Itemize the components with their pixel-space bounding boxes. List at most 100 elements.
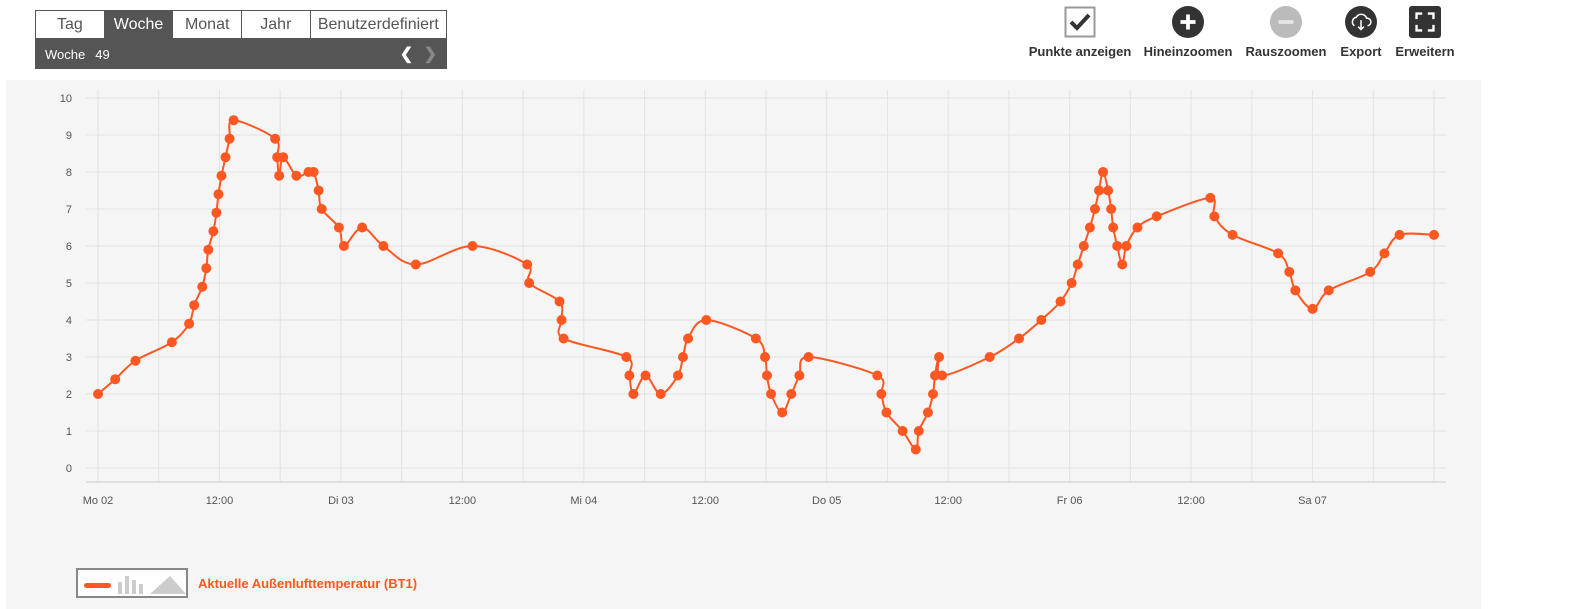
data-point <box>1394 229 1405 240</box>
data-point <box>224 133 235 144</box>
x-tick-label: Mo 02 <box>83 495 114 507</box>
data-point <box>166 337 177 348</box>
period-nav: ❮ ❯ <box>394 44 437 64</box>
data-point <box>1365 266 1376 277</box>
data-point <box>766 389 777 399</box>
y-tick-label: 0 <box>66 463 72 475</box>
data-point <box>655 389 666 399</box>
data-point <box>467 241 478 251</box>
data-point <box>338 241 349 251</box>
plus-circle-icon <box>1172 6 1204 38</box>
fullscreen-icon <box>1409 6 1441 38</box>
data-point <box>750 333 761 344</box>
zoom-in-button[interactable]: Hineinzoomen <box>1138 6 1238 59</box>
data-point <box>1429 229 1439 240</box>
data-point <box>313 185 324 196</box>
data-point <box>316 204 327 214</box>
expand-button[interactable]: Erweitern <box>1390 6 1460 59</box>
legend-series-label: Aktuelle Außenlufttemperatur (BT1) <box>198 575 418 591</box>
y-tick-label: 9 <box>66 130 72 142</box>
data-point <box>934 352 945 362</box>
tab-tag[interactable]: Tag <box>36 11 105 38</box>
data-point <box>881 407 892 418</box>
chart-legend: Aktuelle Außenlufttemperatur (BT1) <box>76 568 417 598</box>
data-point <box>1089 204 1100 214</box>
tab-benutzerdefiniert[interactable]: Benutzerdefiniert <box>317 15 439 33</box>
data-point <box>410 259 421 270</box>
data-point <box>1151 211 1162 222</box>
data-point <box>672 370 683 381</box>
data-point <box>1066 278 1077 288</box>
data-point <box>220 152 231 163</box>
tab-monat[interactable]: Monat <box>173 11 243 38</box>
chevron-right-icon[interactable]: ❯ <box>423 46 437 63</box>
y-tick-label: 7 <box>66 204 72 216</box>
data-point <box>291 170 302 181</box>
expand-label: Erweitern <box>1395 44 1455 59</box>
data-point <box>357 222 368 233</box>
y-tick-label: 2 <box>66 389 72 401</box>
zoom-out-button[interactable]: Rauszoomen <box>1242 6 1330 59</box>
data-point <box>910 444 921 455</box>
data-point <box>1093 185 1104 196</box>
x-tick-label: Di 03 <box>328 495 354 507</box>
data-point <box>1132 222 1143 233</box>
data-point <box>628 389 639 399</box>
tab-jahr[interactable]: Jahr <box>242 11 311 38</box>
data-point <box>558 333 569 344</box>
data-point <box>872 370 883 381</box>
data-point <box>556 315 567 325</box>
y-tick-label: 8 <box>66 167 72 179</box>
x-tick-label: 12:00 <box>692 495 720 507</box>
data-point <box>378 241 389 251</box>
data-point <box>1209 211 1220 222</box>
data-point <box>274 170 285 181</box>
data-point <box>678 352 689 362</box>
data-point <box>524 278 535 288</box>
y-tick-label: 10 <box>60 93 72 105</box>
data-point <box>1273 248 1284 259</box>
legend-series-toggle[interactable] <box>76 568 188 598</box>
x-tick-label: Sa 07 <box>1298 495 1327 507</box>
data-point <box>110 374 121 385</box>
x-tick-label: Mi 04 <box>570 495 597 507</box>
chevron-left-icon[interactable]: ❮ <box>399 46 414 63</box>
data-point <box>270 133 281 144</box>
period-number: 49 <box>95 46 110 62</box>
x-tick-label: 12:00 <box>934 495 962 507</box>
cloud-download-icon <box>1345 6 1377 38</box>
data-point <box>1036 315 1047 325</box>
data-point <box>211 207 222 218</box>
data-point <box>554 296 565 307</box>
data-point <box>1117 259 1128 270</box>
data-point <box>786 389 797 399</box>
data-point <box>803 352 814 362</box>
tab-woche[interactable]: Woche <box>104 11 174 38</box>
checkbox-checked-icon[interactable] <box>1064 6 1096 38</box>
data-point <box>1072 259 1083 270</box>
x-tick-label: 12:00 <box>1177 495 1205 507</box>
data-point <box>93 389 103 399</box>
data-point <box>640 370 651 381</box>
x-tick-label: Do 05 <box>812 495 841 507</box>
show-points-label: Punkte anzeigen <box>1028 44 1132 59</box>
time-range-tabs: Tag Woche Monat Jahr Benutzerdefiniert <box>35 10 447 39</box>
data-point <box>201 263 212 274</box>
show-points-toggle[interactable]: Punkte anzeigen <box>1020 6 1140 59</box>
data-point <box>130 355 141 366</box>
export-button[interactable]: Export <box>1336 6 1386 59</box>
data-point <box>701 315 712 325</box>
data-point <box>1379 248 1390 259</box>
data-point <box>1098 167 1109 177</box>
data-point <box>1103 185 1114 196</box>
data-point <box>1290 285 1301 296</box>
data-point <box>1112 241 1123 251</box>
data-point <box>762 370 773 381</box>
data-point <box>278 152 289 163</box>
x-tick-label: Fr 06 <box>1057 495 1083 507</box>
y-tick-label: 3 <box>66 352 72 364</box>
data-point <box>1284 266 1295 277</box>
data-point <box>922 407 933 418</box>
data-point <box>203 244 214 255</box>
